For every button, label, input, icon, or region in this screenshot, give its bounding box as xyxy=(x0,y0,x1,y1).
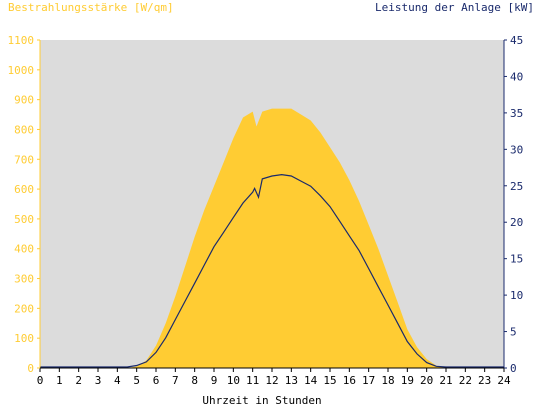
right-tick-label: 15 xyxy=(510,253,523,266)
right-tick-label: 45 xyxy=(510,34,523,47)
x-tick-label: 12 xyxy=(265,374,278,387)
axes-layer: 0 1 2 3 4 5 6 7 8 9 10 11 12 13 14 15 16 17 18 19 20 21 22 23 24… xyxy=(8,34,524,387)
right-tick-label: 25 xyxy=(510,180,523,193)
x-tick-label: 23 xyxy=(478,374,491,387)
left-tick-label: 700 xyxy=(14,153,34,166)
x-tick-label: 2 xyxy=(75,374,82,387)
x-tick-label: 21 xyxy=(439,374,452,387)
left-tick-label: 400 xyxy=(14,243,34,256)
x-tick-label: 3 xyxy=(95,374,102,387)
x-tick-label: 7 xyxy=(172,374,179,387)
x-tick-label: 8 xyxy=(191,374,198,387)
x-tick-label: 17 xyxy=(362,374,375,387)
x-tick-label: 9 xyxy=(211,374,218,387)
x-tick-label: 0 xyxy=(37,374,44,387)
x-tick-label: 6 xyxy=(153,374,160,387)
x-tick-label: 4 xyxy=(114,374,121,387)
x-tick-label: 5 xyxy=(133,374,140,387)
power-line xyxy=(40,173,504,368)
left-tick-label: 900 xyxy=(14,94,34,107)
irradiance-area xyxy=(40,108,504,368)
x-tick-label: 14 xyxy=(304,374,318,387)
left-axis-title: Bestrahlungsstärke [W/qm] xyxy=(8,1,174,14)
right-tick-label: 10 xyxy=(510,289,523,302)
right-tick-label: 0 xyxy=(510,362,517,375)
series-layer xyxy=(40,108,504,368)
x-tick-label: 24 xyxy=(497,374,511,387)
x-tick-label: 13 xyxy=(285,374,298,387)
x-tick-label: 19 xyxy=(401,374,414,387)
x-tick-label: 16 xyxy=(343,374,356,387)
x-axis-label: Uhrzeit in Stunden xyxy=(202,394,321,407)
x-tick-label: 20 xyxy=(420,374,433,387)
left-tick-label: 100 xyxy=(14,332,34,345)
right-tick-label: 20 xyxy=(510,216,523,229)
x-tick-label: 11 xyxy=(246,374,259,387)
left-tick-label: 600 xyxy=(14,183,34,196)
left-tick-label: 300 xyxy=(14,273,34,286)
x-tick-label: 18 xyxy=(381,374,394,387)
x-tick-label: 22 xyxy=(459,374,472,387)
left-tick-label: 1100 xyxy=(8,34,35,47)
left-tick-label: 1000 xyxy=(8,64,35,77)
x-tick-label: 15 xyxy=(323,374,336,387)
left-tick-label: 0 xyxy=(27,362,34,375)
right-axis-title: Leistung der Anlage [kW] xyxy=(375,1,534,14)
right-tick-label: 40 xyxy=(510,70,523,83)
left-tick-label: 200 xyxy=(14,302,34,315)
x-tick-label: 10 xyxy=(227,374,240,387)
left-tick-label: 500 xyxy=(14,213,34,226)
right-tick-label: 30 xyxy=(510,143,523,156)
x-tick-label: 1 xyxy=(56,374,63,387)
right-tick-label: 5 xyxy=(510,326,517,339)
right-tick-label: 35 xyxy=(510,107,523,120)
left-tick-label: 800 xyxy=(14,123,34,136)
